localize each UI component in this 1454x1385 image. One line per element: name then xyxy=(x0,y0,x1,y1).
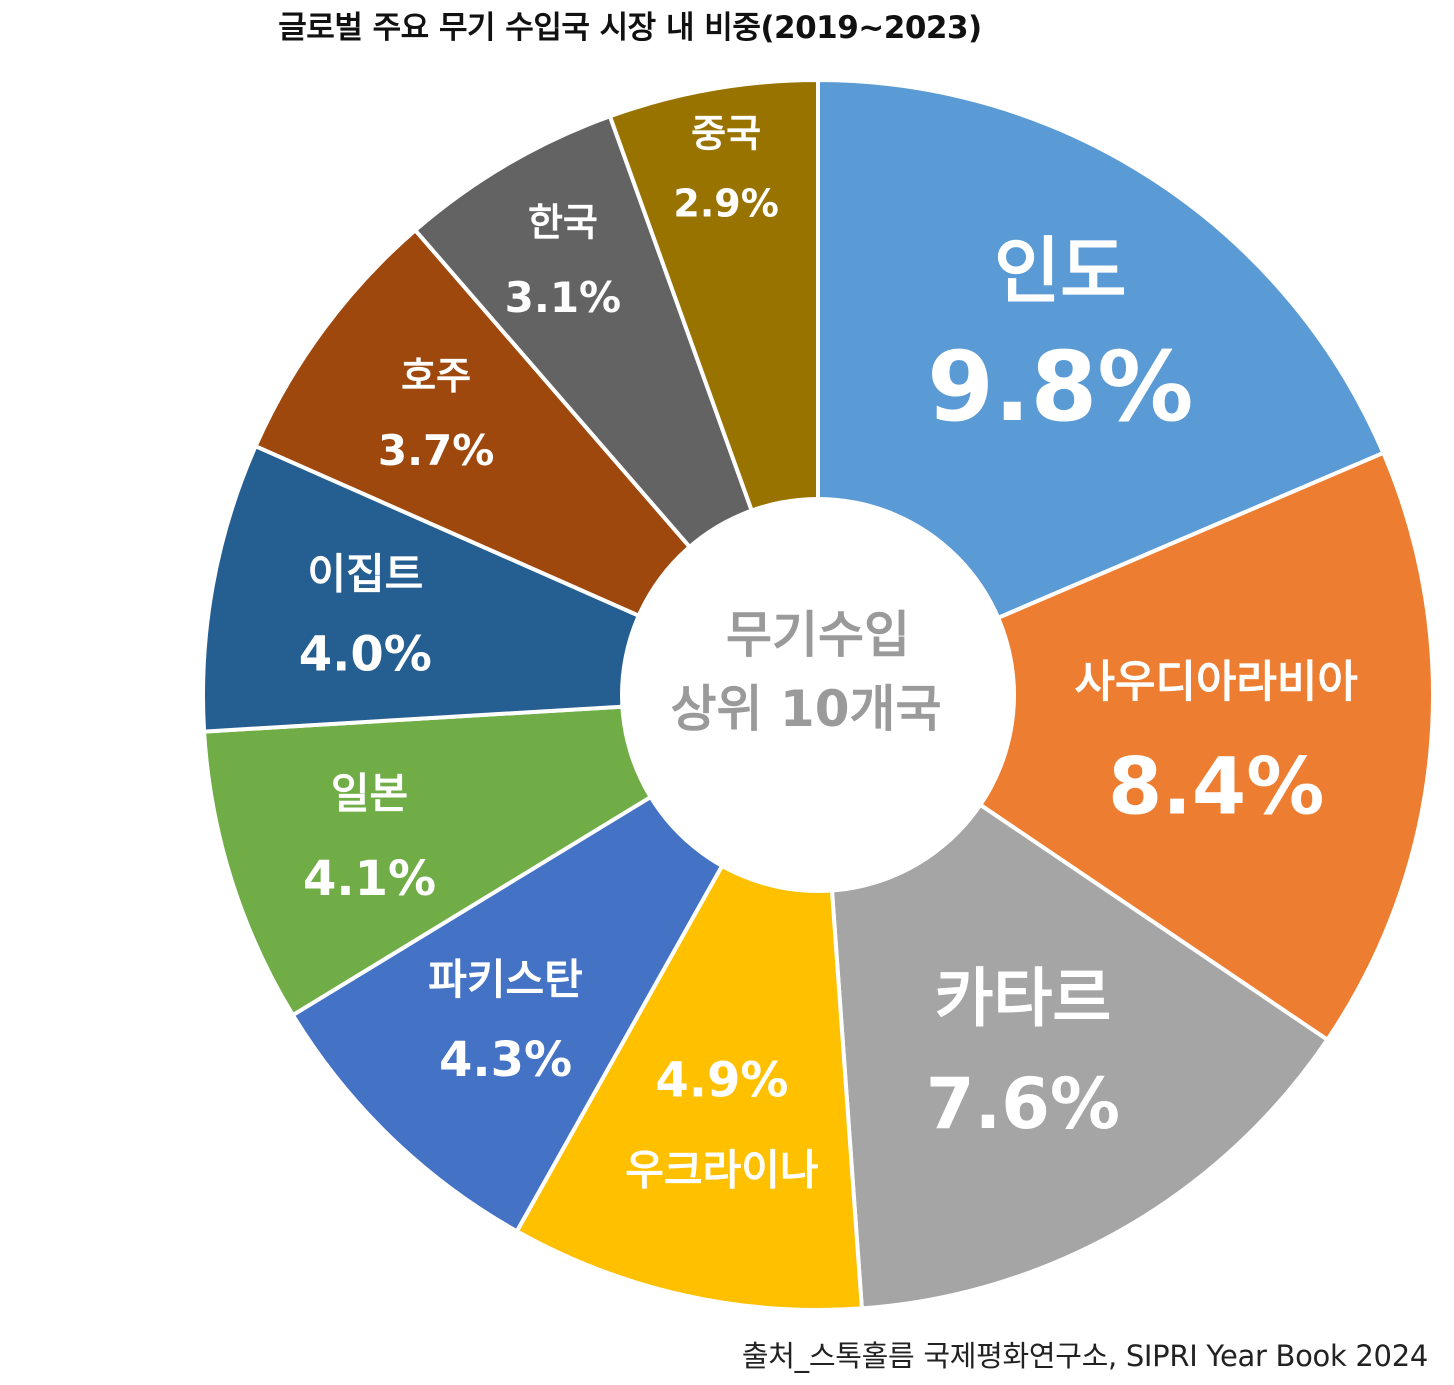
label-group: 인도 9.8% 사우디아라비아 8.4% 카타르 7.6% 4.9% 우크라이나 파키스탄 4.3… xyxy=(299,112,1358,1195)
center-label-line2: 상위 10개국 xyxy=(671,680,942,738)
slice-name-label: 우크라이나 xyxy=(625,1146,818,1195)
slice-name-label: 중국 xyxy=(691,112,761,156)
slice-1 xyxy=(816,78,1386,697)
slice-value-label: 8.4% xyxy=(1108,743,1324,833)
slice-value-label: 3.1% xyxy=(505,273,621,322)
slice-value-label: 7.6% xyxy=(926,1063,1120,1145)
slice-value-label: 9.8% xyxy=(927,331,1193,443)
center-hole xyxy=(620,497,1016,893)
slice-name-label: 이집트 xyxy=(307,549,423,598)
center-label-line1: 무기수입 xyxy=(726,606,910,664)
slice-name-label: 사우디아라비아 xyxy=(1075,656,1358,707)
slice-value-label: 4.0% xyxy=(299,627,432,683)
slice-name-label: 일본 xyxy=(331,769,408,818)
slice-name-label: 호주 xyxy=(401,354,471,398)
slice-name-label: 한국 xyxy=(528,200,598,244)
slice-value-label: 4.9% xyxy=(655,1053,788,1109)
slice-2 xyxy=(816,450,1435,1042)
slice-name-label: 카타르 xyxy=(935,963,1112,1037)
slice-name-label: 파키스탄 xyxy=(428,955,583,1004)
chart-title: 글로벌 주요 무기 수입국 시장 내 비중(2019~2023) xyxy=(278,10,982,46)
slice-name-label: 인도 xyxy=(994,229,1126,313)
source-note: 출처_스톡홀름 국제평화연구소, SIPRI Year Book 2024 xyxy=(741,1339,1428,1373)
slice-3 xyxy=(816,693,1330,1311)
slice-value-label: 3.7% xyxy=(378,426,494,475)
slice-value-label: 4.3% xyxy=(439,1032,572,1088)
slice-value-label: 2.9% xyxy=(673,182,778,226)
slice-value-label: 4.1% xyxy=(303,851,436,907)
